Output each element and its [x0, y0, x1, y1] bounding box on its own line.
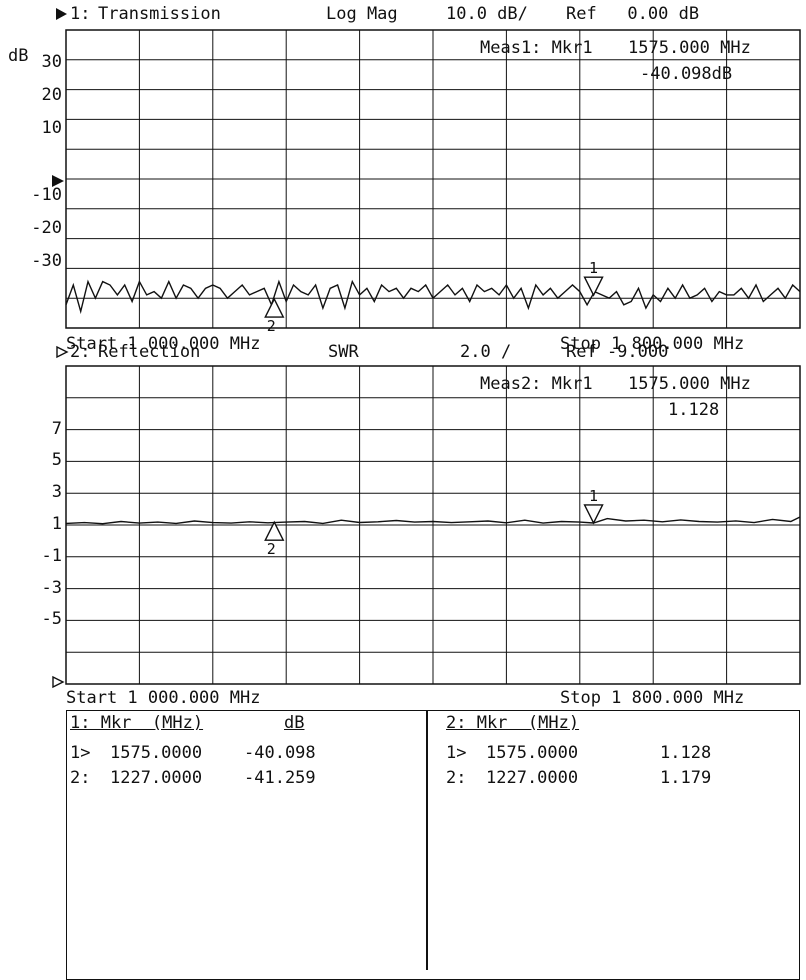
chart2-channel-label: 2: — [70, 342, 91, 362]
chart2-y-tick-label: -3 — [41, 577, 62, 598]
chart1-y-tick-label: -30 — [31, 250, 62, 271]
chart2-marker-readout-label: Meas2: Mkr1 — [480, 374, 593, 394]
marker-table-left-row2-freq: 1227.0000 — [110, 768, 203, 788]
marker-table-left-row1-freq: 1575.0000 — [110, 743, 203, 763]
chart1-start-label: Start 1 000.000 MHz — [66, 334, 261, 354]
chart1-marker-readout-label: Meas1: Mkr1 — [480, 38, 593, 58]
marker-1-label: 1 — [589, 259, 598, 277]
marker-1-triangle-icon — [583, 276, 604, 297]
chart2-y-tick-label: -1 — [41, 545, 62, 566]
chart1-unit: dB — [8, 46, 29, 66]
chart1-title: Transmission — [98, 4, 221, 24]
marker-table-left-header-mkr: 1: Mkr (MHz) — [70, 713, 204, 733]
marker-table-left-row2-value: -41.259 — [244, 768, 316, 788]
marker-table-right-row1-id: 1> — [446, 743, 467, 763]
chart1-plot: 12 — [65, 29, 801, 335]
marker-table-left-row1-id: 1> — [70, 743, 91, 763]
chart1-y-tick-label: 30 — [41, 52, 62, 73]
marker-1-triangle-icon — [583, 504, 604, 525]
chart2-plot: 12 — [65, 365, 801, 685]
chart1-marker-readout-freq: 1575.000 MHz — [628, 38, 751, 58]
chart1-y-tick-label: 10 — [41, 118, 62, 139]
marker-table-right-row2-value: 1.179 — [660, 768, 712, 788]
chart1-y-tick-label: -20 — [31, 217, 62, 238]
marker-2-label: 2 — [267, 317, 276, 335]
marker-table-left-header-unit: dB — [284, 713, 305, 733]
chart2-y-tick-label: 7 — [51, 418, 62, 439]
marker-1-label: 1 — [589, 487, 598, 505]
chart1-y-tick-label: 20 — [41, 85, 62, 106]
chart2-ref: Ref -9.000 — [566, 342, 669, 362]
chart1-marker-readout-value: -40.098dB — [640, 64, 733, 84]
marker-table-right-row2-freq: 1227.0000 — [486, 768, 579, 788]
channel2-indicator-icon — [56, 345, 69, 359]
chart2-start-label: Start 1 000.000 MHz — [66, 688, 261, 708]
chart2-marker-readout-freq: 1575.000 MHz — [628, 374, 751, 394]
marker-2-triangle-icon — [264, 297, 285, 318]
chart2-format: SWR — [328, 342, 359, 362]
chart1-ref-position-icon — [52, 175, 64, 187]
chart2-scale: 2.0 / — [460, 342, 512, 362]
marker-2-label: 2 — [267, 540, 276, 558]
marker-table-left-row1-value: -40.098 — [244, 743, 316, 763]
chart2-title: Reflection — [98, 342, 201, 362]
chart2-y-tick-label: -5 — [41, 609, 62, 630]
chart2-y-tick-label: 5 — [51, 450, 62, 471]
chart2-trace — [65, 516, 801, 525]
chart2-marker-2: 2 — [264, 520, 285, 558]
chart2-marker-1: 1 — [583, 487, 604, 525]
chart2-y-tick-label: 1 — [51, 514, 62, 534]
chart1-channel-label: 1: — [70, 4, 91, 24]
marker-2-triangle-icon — [264, 520, 285, 541]
chart2-stop-label: Stop 1 800.000 MHz — [560, 688, 745, 708]
chart1-ref: Ref 0.00 dB — [566, 4, 700, 24]
marker-table-divider — [426, 710, 428, 970]
chart1-format: Log Mag — [326, 4, 398, 24]
chart1-scale: 10.0 dB/ — [446, 4, 528, 24]
chart2-ref-position-icon — [52, 675, 65, 689]
marker-table-right-row1-value: 1.128 — [660, 743, 712, 763]
chart1-y-tick-label: -10 — [31, 184, 62, 205]
chart1-trace — [65, 279, 801, 315]
marker-table-left-row2-id: 2: — [70, 768, 91, 788]
chart2-y-tick-label: 3 — [51, 482, 62, 503]
chart2-marker-readout-value: 1.128 — [668, 400, 720, 420]
chart1-marker-1: 1 — [583, 259, 604, 297]
chart1-stop-label: Stop 1 800.000 MHz — [560, 334, 745, 354]
marker-table-right-header-mkr: 2: Mkr (MHz) — [446, 713, 580, 733]
chart1-marker-2: 2 — [264, 297, 285, 335]
active-channel-marker-icon — [56, 8, 67, 20]
marker-table-right-row1-freq: 1575.0000 — [486, 743, 579, 763]
marker-table-right-row2-id: 2: — [446, 768, 467, 788]
